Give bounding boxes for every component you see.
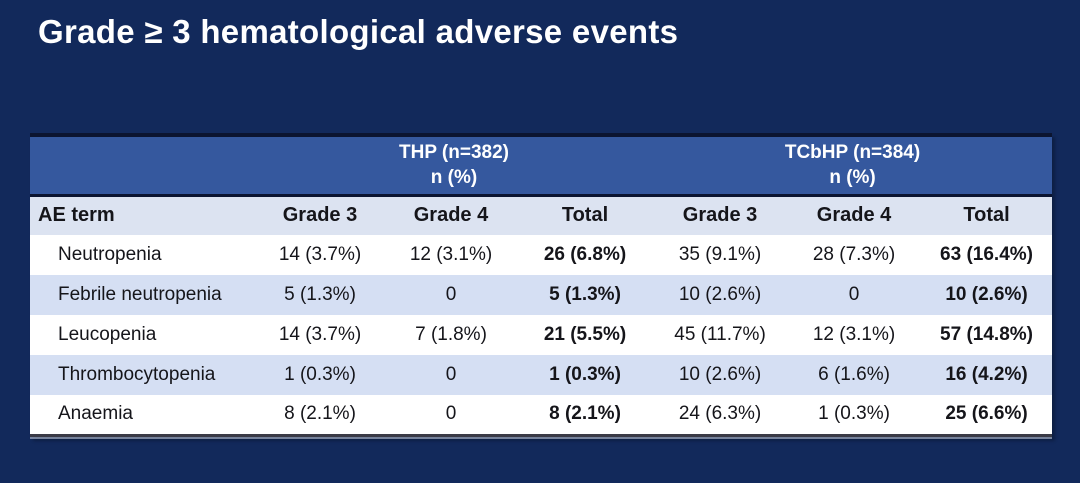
value-cell: 45 (11.7%) — [674, 324, 766, 345]
value-cell: 7 (1.8%) — [415, 324, 487, 345]
total-cell: 57 (14.8%) — [940, 324, 1033, 345]
total-cell: 10 (2.6%) — [945, 284, 1028, 305]
ae-term-cell: Neutropenia — [58, 244, 162, 265]
value-cell: 24 (6.3%) — [678, 403, 762, 425]
column-header-row: AE term Grade 3 Grade 4 Total Grade 3 Gr… — [30, 195, 1053, 235]
total-cell: 1 (0.3%) — [549, 364, 621, 385]
column-header-thp-grade3: Grade 3 — [255, 195, 385, 235]
ae-term-cell: Leucopenia — [58, 324, 157, 345]
ae-term-cell: Thrombocytopenia — [58, 364, 216, 385]
value-cell: 5 (1.3%) — [284, 284, 356, 305]
group-header-thp: THP (n=382) n (%) — [255, 135, 654, 197]
value-cell: 0 — [848, 284, 860, 305]
column-header-tcbhp-total: Total — [921, 195, 1053, 235]
table-row-leucopenia: Leucopenia 14 (3.7%) 7 (1.8%) 21 (5.5%) … — [30, 315, 1053, 355]
group-header-tcbhp: TCbHP (n=384) n (%) — [653, 135, 1053, 197]
total-cell: 25 (6.6%) — [945, 403, 1028, 425]
total-cell: 26 (6.8%) — [543, 244, 627, 265]
group-header-row: THP (n=382) n (%) TCbHP (n=384) n (%) — [30, 135, 1053, 197]
ae-table-container: THP (n=382) n (%) TCbHP (n=384) n (%) AE… — [30, 133, 1053, 437]
value-cell: 1 (0.3%) — [284, 364, 356, 385]
thp-header-line2: n (%) — [430, 167, 478, 189]
table-row-neutropenia: Neutropenia 14 (3.7%) 12 (3.1%) 26 (6.8%… — [30, 235, 1053, 275]
value-cell: 35 (9.1%) — [678, 244, 762, 265]
total-cell: 5 (1.3%) — [549, 284, 621, 305]
total-cell: 8 (2.1%) — [549, 403, 621, 425]
column-header-thp-grade4: Grade 4 — [385, 195, 517, 235]
value-cell: 10 (2.6%) — [678, 364, 762, 385]
slide-title: Grade ≥ 3 hematological adverse events — [38, 13, 679, 50]
value-cell: 8 (2.1%) — [284, 403, 356, 425]
value-cell: 28 (7.3%) — [812, 244, 896, 265]
value-cell: 1 (0.3%) — [818, 403, 890, 425]
table-row-febrile-neutropenia: Febrile neutropenia 5 (1.3%) 0 5 (1.3%) … — [30, 275, 1053, 315]
column-header-tcbhp-grade3: Grade 3 — [653, 195, 788, 235]
column-header-ae-term: AE term — [30, 195, 255, 235]
value-cell: 12 (3.1%) — [409, 244, 493, 265]
ae-term-cell: Febrile neutropenia — [58, 284, 222, 305]
total-cell: 63 (16.4%) — [940, 244, 1033, 265]
column-header-tcbhp-grade4: Grade 4 — [787, 195, 922, 235]
value-cell: 6 (1.6%) — [818, 364, 890, 385]
ae-term-cell: Anaemia — [58, 403, 133, 425]
table-row-anaemia: Anaemia 8 (2.1%) 0 8 (2.1%) 24 (6.3%) 1 … — [30, 395, 1053, 435]
tcbhp-header-line1: TCbHP (n=384) — [784, 142, 921, 164]
thp-header-line1: THP (n=382) — [399, 142, 509, 164]
value-cell: 0 — [445, 364, 457, 385]
value-cell: 10 (2.6%) — [678, 284, 762, 305]
table-row-thrombocytopenia: Thrombocytopenia 1 (0.3%) 0 1 (0.3%) 10 … — [30, 355, 1053, 395]
value-cell: 0 — [445, 403, 457, 425]
value-cell: 0 — [445, 284, 457, 305]
group-header-spacer — [30, 135, 255, 197]
value-cell: 12 (3.1%) — [812, 324, 896, 345]
column-header-thp-total: Total — [517, 195, 654, 235]
total-cell: 21 (5.5%) — [543, 324, 627, 345]
ae-table: THP (n=382) n (%) TCbHP (n=384) n (%) AE… — [30, 133, 1053, 437]
tcbhp-header-line2: n (%) — [829, 167, 876, 189]
value-cell: 14 (3.7%) — [278, 324, 362, 345]
total-cell: 16 (4.2%) — [945, 364, 1028, 385]
value-cell: 14 (3.7%) — [278, 244, 362, 265]
